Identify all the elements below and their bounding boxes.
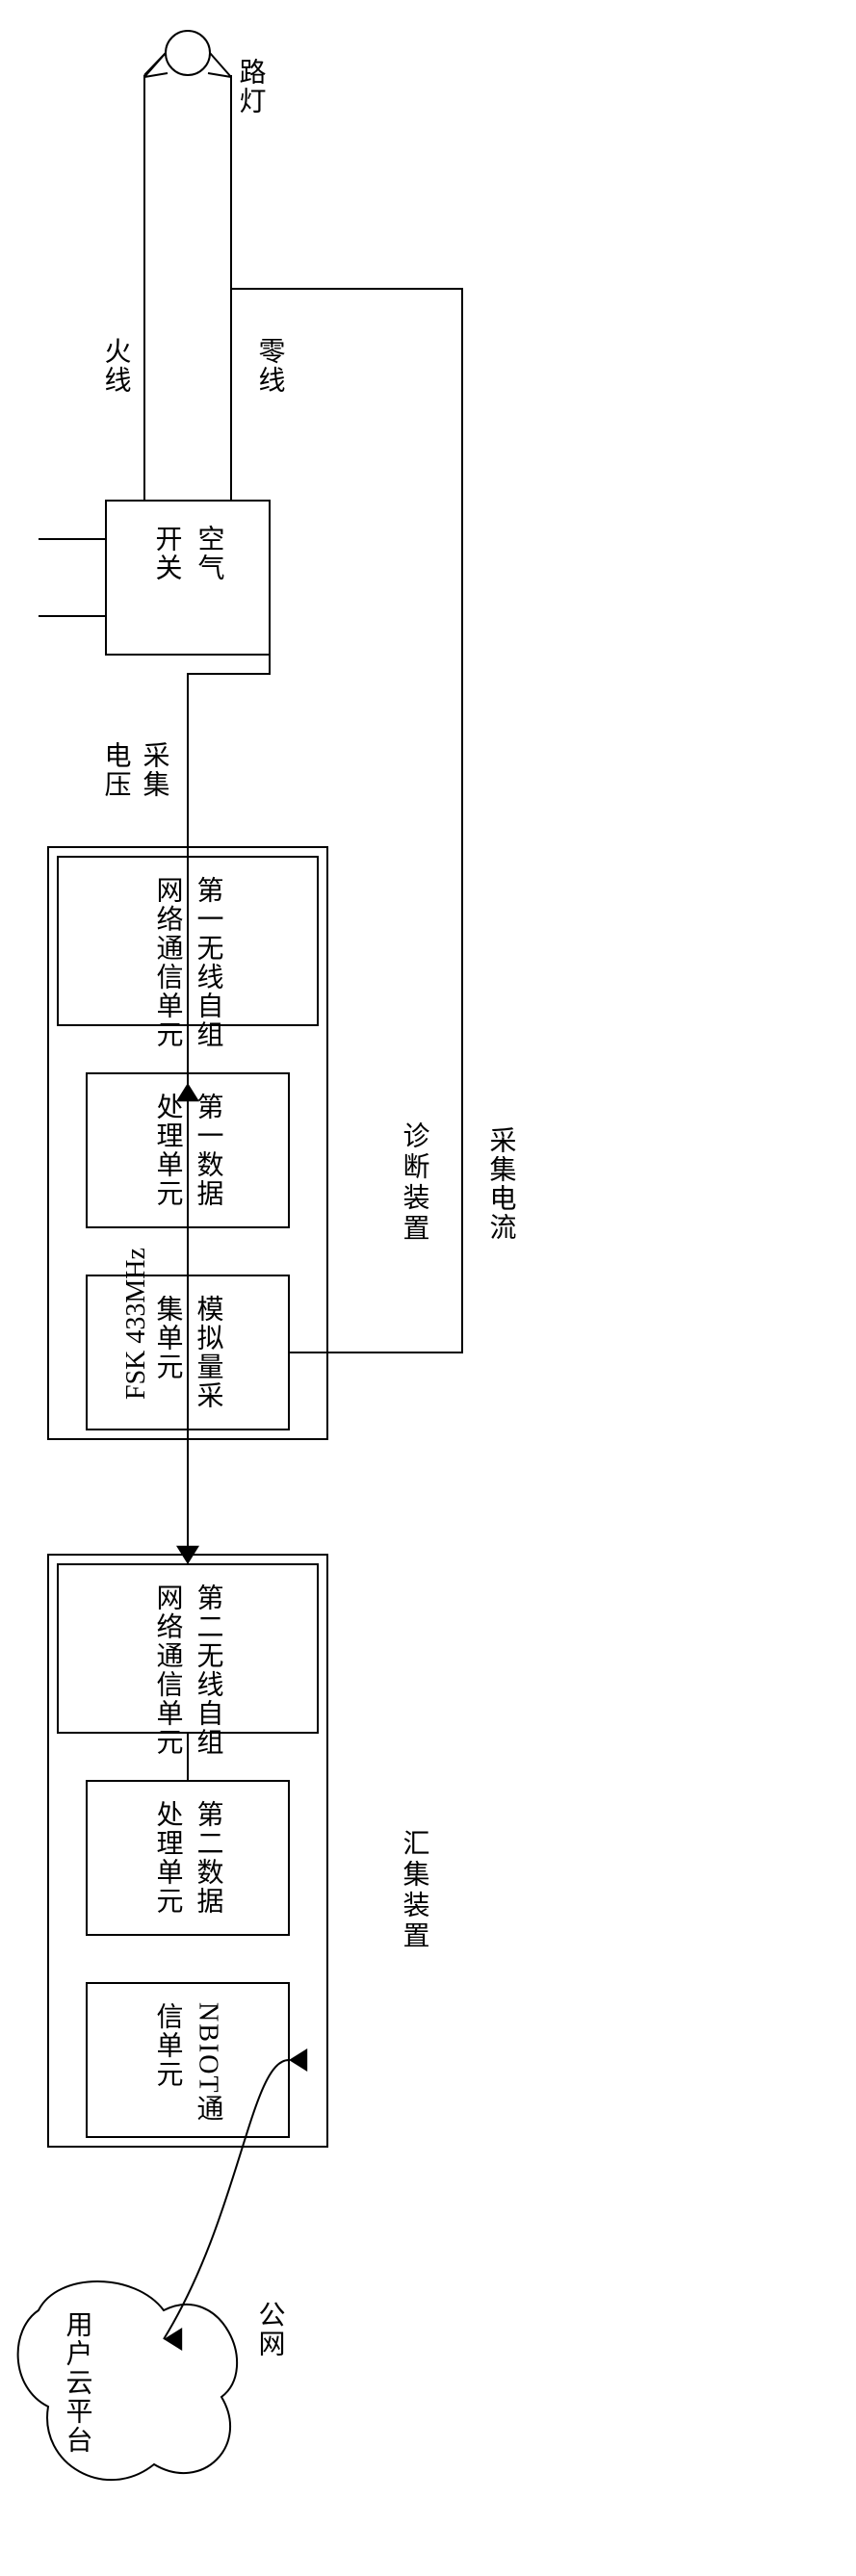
svg-text:诊断装置: 诊断装置 (400, 1121, 429, 1245)
svg-text:开关: 开关 (152, 525, 182, 582)
svg-text:第二数据: 第二数据 (194, 1800, 224, 1916)
svg-text:空气: 空气 (195, 525, 225, 582)
svg-text:采集: 采集 (140, 741, 170, 799)
svg-text:第一无线自组: 第一无线自组 (194, 876, 223, 1049)
svg-text:采集电流: 采集电流 (486, 1126, 517, 1242)
svg-text:处理单元: 处理单元 (153, 1093, 184, 1208)
svg-text:第一数据: 第一数据 (194, 1093, 224, 1208)
svg-text:用户云平台: 用户云平台 (63, 2310, 93, 2455)
svg-text:网络通信单元: 网络通信单元 (153, 1584, 184, 1757)
svg-text:零线: 零线 (255, 337, 286, 395)
svg-text:火线: 火线 (101, 337, 131, 395)
svg-text:集单元: 集单元 (153, 1295, 184, 1381)
svg-text:处理单元: 处理单元 (153, 1800, 184, 1916)
svg-text:FSK 433MHz: FSK 433MHz (121, 1248, 151, 1400)
svg-text:公网: 公网 (255, 2301, 285, 2358)
svg-text:电压: 电压 (101, 741, 132, 799)
svg-text:信单元: 信单元 (153, 2002, 184, 2089)
svg-text:模拟量采: 模拟量采 (194, 1295, 224, 1410)
svg-text:NBIOT通: NBIOT通 (194, 2002, 223, 2124)
svg-text:第二无线自组: 第二无线自组 (194, 1584, 223, 1757)
svg-text:网络通信单元: 网络通信单元 (153, 876, 184, 1049)
svg-text:汇集装置: 汇集装置 (400, 1829, 430, 1952)
svg-text:路灯: 路灯 (236, 58, 266, 116)
